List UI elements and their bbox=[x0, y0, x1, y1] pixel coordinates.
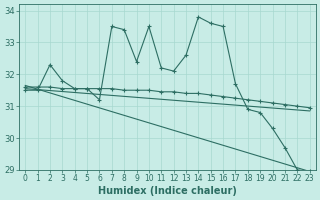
X-axis label: Humidex (Indice chaleur): Humidex (Indice chaleur) bbox=[98, 186, 237, 196]
